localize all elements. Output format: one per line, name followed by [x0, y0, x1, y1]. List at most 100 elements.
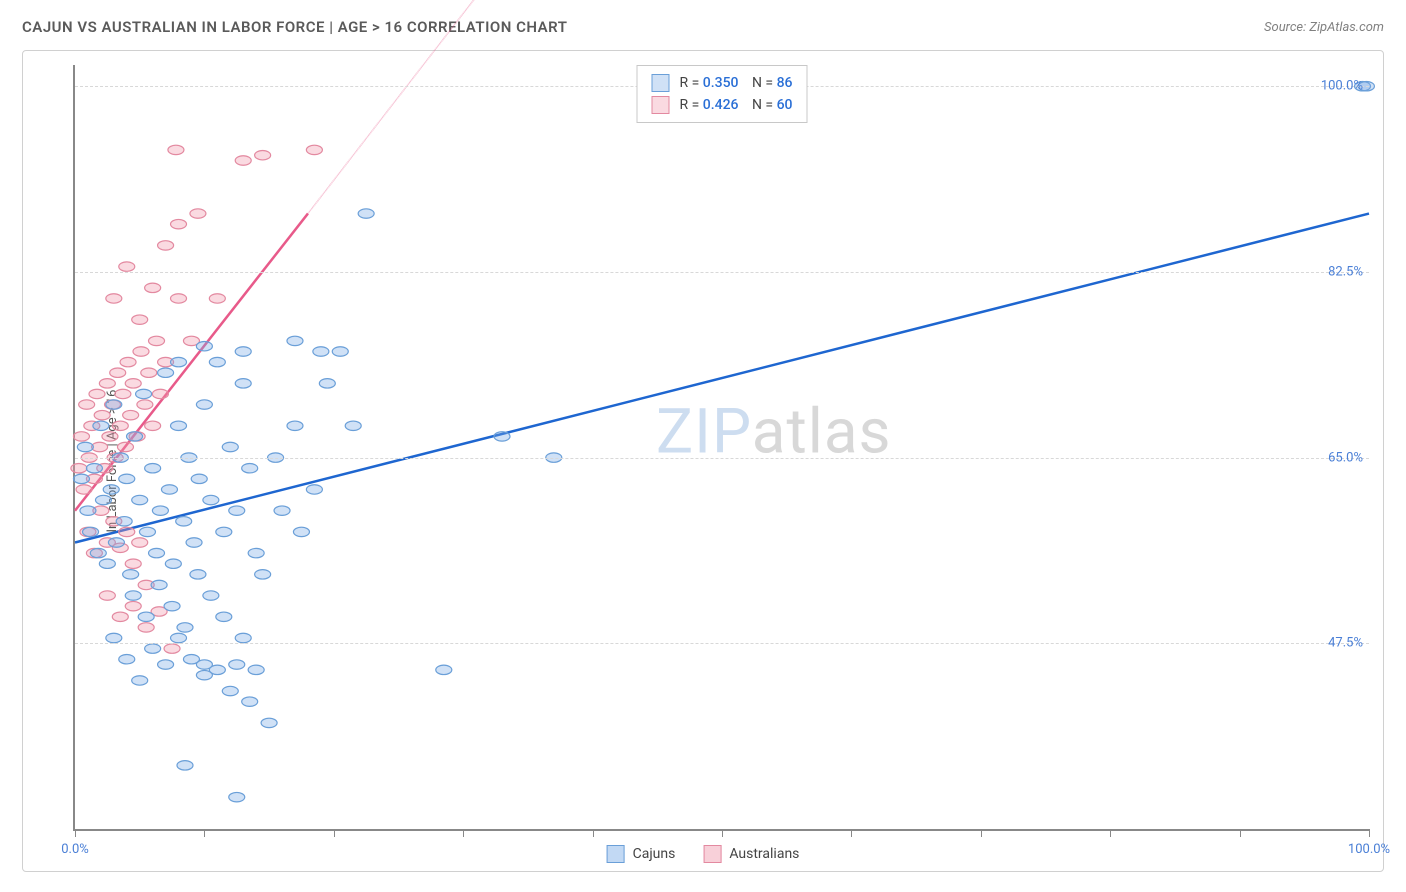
data-point	[141, 368, 157, 377]
data-point	[171, 633, 187, 642]
data-point	[313, 347, 329, 356]
data-point	[242, 463, 258, 472]
data-point	[108, 538, 124, 547]
data-point	[332, 347, 348, 356]
data-point	[177, 623, 193, 632]
data-point	[436, 665, 452, 674]
data-point	[76, 485, 92, 494]
data-point	[149, 336, 165, 345]
data-point	[102, 432, 118, 441]
data-point	[103, 485, 119, 494]
data-point	[136, 389, 152, 398]
x-tick	[1110, 829, 1111, 837]
x-tick-label: 0.0%	[61, 842, 89, 857]
data-point	[119, 654, 135, 663]
data-point	[196, 660, 212, 669]
swatch-australians	[652, 96, 670, 114]
data-point	[229, 660, 245, 669]
x-tick	[334, 829, 335, 837]
legend-item-australians: Australians	[703, 845, 799, 863]
data-point	[171, 357, 187, 366]
data-point	[125, 601, 141, 610]
data-point	[171, 421, 187, 430]
data-point	[106, 633, 122, 642]
data-point	[86, 463, 102, 472]
x-tick	[1240, 829, 1241, 837]
data-point	[158, 660, 174, 669]
legend-row-cajuns: R = 0.350 N = 86	[652, 72, 793, 94]
data-point	[235, 633, 251, 642]
data-point	[235, 347, 251, 356]
data-point	[203, 591, 219, 600]
data-point	[222, 442, 238, 451]
data-point	[177, 761, 193, 770]
scatter-plot-svg	[75, 65, 1369, 829]
data-point	[164, 601, 180, 610]
data-point	[145, 283, 161, 292]
data-point	[190, 209, 206, 218]
data-point	[106, 400, 122, 409]
data-point	[132, 495, 148, 504]
data-point	[99, 379, 115, 388]
data-point	[261, 718, 277, 727]
legend-item-cajuns: Cajuns	[607, 845, 676, 863]
data-point	[494, 432, 510, 441]
data-point	[191, 474, 207, 483]
data-point	[287, 421, 303, 430]
data-point	[203, 495, 219, 504]
data-point	[176, 517, 192, 526]
data-point	[145, 421, 161, 430]
data-point	[248, 665, 264, 674]
legend-row-australians: R = 0.426 N = 60	[652, 94, 793, 116]
data-point	[110, 368, 126, 377]
chart-title: CAJUN VS AUSTRALIAN IN LABOR FORCE | AGE…	[22, 18, 567, 36]
data-point	[345, 421, 361, 430]
data-point	[115, 389, 131, 398]
data-point	[89, 389, 105, 398]
gridline-h	[75, 272, 1369, 273]
data-point	[99, 591, 115, 600]
x-tick	[204, 829, 205, 837]
data-point	[209, 294, 225, 303]
data-point	[216, 527, 232, 536]
data-point	[138, 623, 154, 632]
chart-source: Source: ZipAtlas.com	[1264, 20, 1384, 35]
data-point	[145, 463, 161, 472]
data-point	[83, 527, 99, 536]
series-legend: Cajuns Australians	[607, 845, 800, 863]
x-tick	[981, 829, 982, 837]
data-point	[138, 612, 154, 621]
x-tick	[722, 829, 723, 837]
data-point	[151, 580, 167, 589]
data-point	[92, 442, 108, 451]
data-point	[190, 570, 206, 579]
data-point	[209, 357, 225, 366]
data-point	[186, 538, 202, 547]
data-point	[132, 538, 148, 547]
data-point	[255, 150, 271, 159]
chart-container: In Labor Force | Age > 16 R = 0.350 N = …	[22, 50, 1384, 872]
data-point	[171, 219, 187, 228]
plot-area: R = 0.350 N = 86 R = 0.426 N = 60 ZIPatl…	[73, 65, 1369, 831]
data-point	[95, 495, 111, 504]
data-point	[94, 410, 110, 419]
data-point	[106, 294, 122, 303]
swatch-cajuns	[652, 74, 670, 92]
data-point	[93, 421, 109, 430]
data-point	[127, 432, 143, 441]
data-point	[132, 315, 148, 324]
data-point	[306, 145, 322, 154]
data-point	[139, 527, 155, 536]
data-point	[293, 527, 309, 536]
data-point	[133, 347, 149, 356]
x-tick-label: 100.0%	[1348, 842, 1390, 857]
data-point	[119, 527, 135, 536]
gridline-h	[75, 458, 1369, 459]
data-point	[196, 341, 212, 350]
data-point	[80, 506, 96, 515]
data-point	[248, 548, 264, 557]
data-point	[319, 379, 335, 388]
data-point	[242, 697, 258, 706]
data-point	[164, 644, 180, 653]
data-point	[120, 357, 136, 366]
